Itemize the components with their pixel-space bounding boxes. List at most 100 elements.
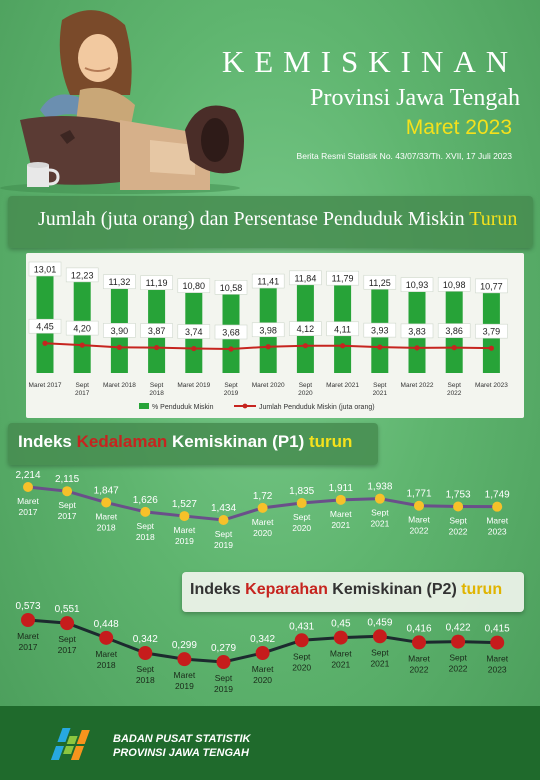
data-point — [216, 655, 231, 669]
org-province: PROVINSI JAWA TENGAH — [113, 747, 249, 759]
bar-line-chart: 13,01 12,23 11,32 11,19 10,80 10,58 11,41 11,84… — [28, 261, 508, 411]
legend-marker — [242, 403, 248, 409]
trend-label: Turun — [469, 208, 518, 230]
line-label-box — [65, 320, 99, 336]
value-label: 0,448 — [94, 619, 119, 630]
x-tick-label: Maret 2019 — [177, 382, 210, 389]
bar-label-box — [251, 273, 285, 289]
line-point — [302, 343, 308, 349]
x-tick-label: Maret 2018 — [95, 512, 117, 533]
line-point — [228, 346, 234, 352]
x-tick-label: Sept 2017 — [58, 634, 77, 655]
bar-label-box — [28, 261, 62, 277]
line-value-label: 3,79 — [483, 327, 501, 337]
bar-label-box — [400, 277, 434, 292]
value-label: 1,626 — [133, 495, 158, 506]
value-label: 0,573 — [15, 601, 40, 612]
line-point — [451, 345, 457, 351]
x-tick-label: Maret 2020 — [252, 517, 274, 538]
x-tick-label: Sept 2022 — [447, 382, 462, 397]
x-tick-label: Maret 2021 — [326, 382, 359, 389]
value-label: 1,938 — [367, 482, 392, 493]
data-point — [23, 482, 33, 492]
line-label-box — [326, 321, 359, 337]
bar-label-box — [363, 274, 397, 290]
legend-swatch-bar — [139, 403, 149, 409]
line-point — [154, 344, 160, 351]
value-label: 1,527 — [172, 499, 197, 510]
title-highlight: Kedalaman — [76, 432, 168, 451]
line-point — [116, 344, 122, 350]
data-point — [21, 613, 35, 627]
poverty-illustration — [0, 10, 244, 194]
page-title: KEMISKINAN — [221, 44, 519, 79]
bar-value-label: 10,58 — [220, 283, 243, 293]
data-point — [60, 616, 75, 631]
data-point — [490, 635, 505, 650]
value-label: 1,72 — [253, 491, 273, 502]
value-label: 1,847 — [94, 486, 119, 497]
data-point — [414, 500, 424, 511]
x-tick-label: Sept 2019 — [214, 673, 233, 694]
bar-value-label: 11,25 — [369, 278, 391, 288]
value-label: 0,431 — [289, 621, 314, 632]
x-tick-label: Sept 2022 — [449, 653, 468, 674]
value-label: 1,771 — [406, 489, 431, 500]
x-tick-label: Maret 2017 — [29, 382, 62, 389]
x-tick-label: Maret 2021 — [330, 509, 352, 530]
line-value-label: 3,86 — [445, 326, 463, 336]
x-tick-label: Sept 2021 — [370, 647, 389, 668]
p1-line-chart: 2,214 Maret 2017 2,115 Sept 2017 1,847 Maret 201… — [15, 470, 510, 550]
x-tick-label: Maret 2021 — [330, 649, 352, 670]
title-part: Indeks — [18, 432, 77, 451]
x-tick-label: Sept 2017 — [75, 382, 90, 397]
release-reference: Berita Resmi Statistik No. 43/07/33/Th. … — [296, 151, 512, 161]
bar-value-label: 11,19 — [146, 278, 168, 288]
line-label-box — [363, 322, 397, 338]
line-value-label: 3,83 — [408, 326, 426, 336]
bar-label-box — [140, 275, 173, 291]
x-tick-label: Maret 2023 — [486, 654, 508, 675]
value-label: 1,911 — [329, 483, 354, 494]
bar-label-box — [177, 278, 211, 293]
value-label: 0,45 — [331, 619, 351, 630]
x-tick-label: Sept 2018 — [136, 664, 155, 685]
x-tick-label: Sept 2020 — [292, 512, 311, 533]
line-value-label: 4,12 — [297, 324, 315, 334]
data-point — [453, 501, 464, 512]
data-point — [257, 502, 268, 513]
value-label: 0,551 — [55, 604, 80, 615]
bar-label-box — [289, 270, 322, 286]
bar-value-label: 10,98 — [443, 280, 466, 290]
line-label-box — [289, 321, 322, 336]
x-tick-label: Sept 2021 — [373, 382, 388, 397]
period-label: Maret 2023 — [405, 116, 512, 139]
bar-label-box — [65, 267, 99, 283]
line-value-label: 3,93 — [371, 326, 389, 336]
footer-bar — [0, 706, 540, 780]
x-tick-label: Sept 2020 — [292, 651, 311, 672]
value-label: 1,434 — [211, 503, 236, 514]
data-point — [179, 511, 190, 522]
section-title-p2: Indeks Keparahan Kemiskinan (P2) turun — [190, 581, 502, 599]
line-value-label: 3,74 — [185, 327, 203, 337]
bar-label-box — [326, 270, 359, 286]
value-label: 2,115 — [55, 474, 80, 485]
x-tick-label: Maret 2020 — [252, 382, 285, 389]
bar-label-box — [475, 278, 508, 294]
line-label-box — [103, 323, 136, 338]
section-banner-p1 — [8, 423, 378, 465]
data-point — [492, 501, 503, 512]
x-tick-label: Maret 2023 — [486, 516, 508, 537]
x-tick-label: Maret 2022 — [401, 382, 434, 389]
line-label-box — [475, 323, 508, 339]
legend-label: Jumlah Penduduk Miskin (juta orang) — [259, 404, 375, 411]
line-value-label: 3,98 — [259, 325, 277, 335]
x-tick-label: Maret 2017 — [17, 496, 39, 517]
line-point — [488, 345, 494, 351]
data-point — [177, 652, 192, 667]
value-label: 0,299 — [172, 640, 197, 651]
x-tick-label: Maret 2023 — [475, 382, 508, 389]
value-label: 1,753 — [446, 490, 471, 501]
